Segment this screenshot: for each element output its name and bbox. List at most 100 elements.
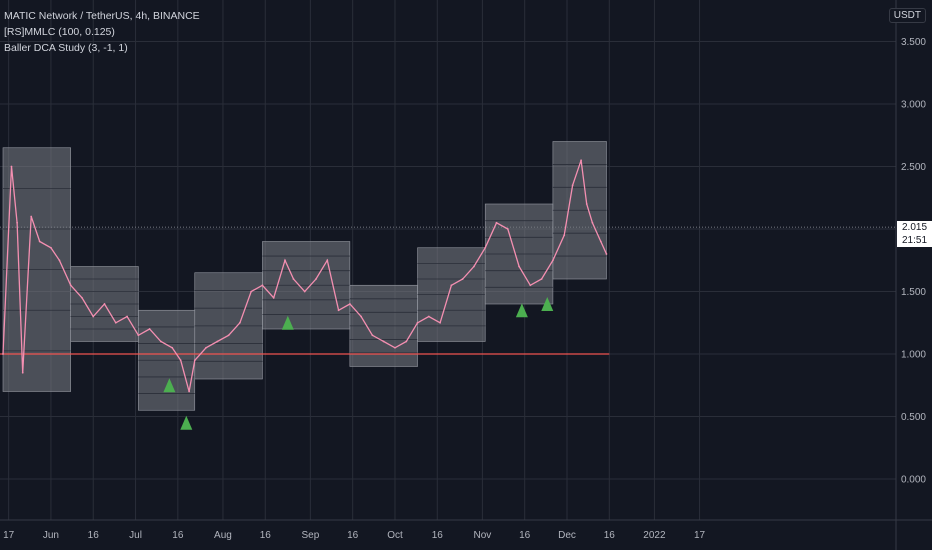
price-point: [50, 246, 52, 249]
chart-legend: MATIC Network / TetherUS, 4h, BINANCE [R…: [4, 8, 200, 56]
buy-signal-triangle: [515, 303, 528, 318]
price-point: [179, 359, 182, 362]
price-point: [205, 346, 207, 349]
last-price-tag: 2.015: [897, 221, 932, 234]
price-point: [439, 321, 441, 324]
price-point: [227, 334, 230, 337]
price-point: [326, 259, 329, 262]
price-point: [371, 334, 374, 337]
price-series: [2, 159, 608, 393]
price-point: [69, 284, 72, 287]
price-point: [416, 321, 419, 324]
price-point: [540, 278, 543, 280]
x-tick-label: Dec: [558, 530, 576, 541]
price-point: [461, 278, 464, 280]
price-point: [495, 221, 498, 224]
x-tick-label: 16: [347, 530, 359, 541]
x-tick-label: 17: [694, 530, 706, 541]
price-point: [188, 390, 191, 393]
price-point: [160, 340, 162, 343]
price-point: [348, 303, 351, 305]
price-point: [292, 278, 295, 280]
price-point: [81, 296, 83, 299]
price-point: [261, 284, 264, 287]
price-point: [216, 340, 219, 343]
x-tick-label: Jun: [43, 530, 59, 541]
countdown-tag: 21:51: [897, 234, 932, 247]
price-point: [148, 328, 151, 330]
indicator-mmlc-label[interactable]: [RS]MMLC (100, 0.125): [4, 26, 115, 38]
price-point: [303, 290, 306, 293]
y-tick-label: 2.500: [901, 162, 926, 173]
x-tick-label: 17: [3, 530, 15, 541]
currency-unit-button[interactable]: USDT: [888, 8, 926, 23]
price-point: [571, 184, 574, 187]
x-tick-label: 16: [260, 530, 272, 541]
price-point: [360, 315, 363, 318]
price-point: [506, 228, 509, 230]
x-tick-label: Nov: [474, 530, 492, 541]
price-point: [585, 203, 588, 205]
price-point: [337, 309, 340, 312]
price-point: [473, 265, 475, 268]
price-point: [518, 265, 520, 268]
indicator-dca-label[interactable]: Baller DCA Study (3, -1, 1): [4, 42, 128, 54]
price-point: [580, 159, 582, 162]
price-point: [484, 246, 487, 249]
y-tick-label: 0.500: [901, 412, 926, 423]
price-point: [21, 371, 24, 374]
price-point: [16, 221, 18, 224]
price-point: [193, 359, 196, 362]
x-tick-label: 16: [519, 530, 531, 541]
price-point: [563, 234, 566, 237]
grid: [0, 0, 896, 520]
y-tick-label: 3.000: [901, 100, 926, 111]
x-tick-label: Aug: [214, 530, 232, 541]
price-point: [450, 284, 453, 287]
price-point: [599, 240, 602, 243]
price-point: [382, 340, 385, 343]
price-point: [272, 296, 275, 299]
price-point: [103, 303, 106, 305]
price-point: [238, 321, 241, 324]
y-tick-label: 3.500: [901, 37, 926, 48]
y-tick-label: 1.500: [901, 287, 926, 298]
price-point: [38, 240, 41, 243]
x-tick-label: Oct: [387, 530, 403, 541]
price-point: [529, 284, 532, 287]
buy-signal-triangle: [281, 315, 294, 330]
price-point: [394, 346, 396, 349]
mmlc-bands: [2, 141, 607, 411]
x-tick-label: Jul: [129, 530, 142, 541]
buy-signals: [163, 297, 554, 430]
price-point: [2, 353, 4, 355]
x-tick-label: Sep: [301, 530, 319, 541]
buy-signal-triangle: [541, 297, 554, 311]
price-point: [284, 259, 286, 262]
y-tick-label: 0.000: [901, 475, 926, 486]
price-point: [250, 290, 253, 293]
price-point: [552, 259, 554, 262]
symbol-title[interactable]: MATIC Network / TetherUS, 4h, BINANCE: [4, 10, 200, 22]
buy-signal-triangle: [180, 415, 193, 430]
price-point: [92, 315, 95, 318]
price-point: [30, 215, 33, 218]
price-line: [2, 160, 608, 392]
price-point: [405, 340, 408, 343]
x-tick-label: 2022: [643, 530, 666, 541]
y-tick-label: 1.000: [901, 350, 926, 361]
x-tick-label: 16: [432, 530, 444, 541]
x-tick-label: 16: [172, 530, 184, 541]
price-point: [171, 346, 174, 349]
price-point: [315, 278, 317, 280]
x-tick-label: 16: [88, 530, 100, 541]
price-point: [10, 165, 13, 168]
price-point: [605, 253, 608, 255]
price-point: [126, 315, 128, 318]
price-point: [427, 315, 430, 318]
price-point: [114, 321, 117, 324]
price-point: [591, 221, 594, 224]
x-tick-label: 16: [604, 530, 616, 541]
price-point: [137, 334, 140, 337]
